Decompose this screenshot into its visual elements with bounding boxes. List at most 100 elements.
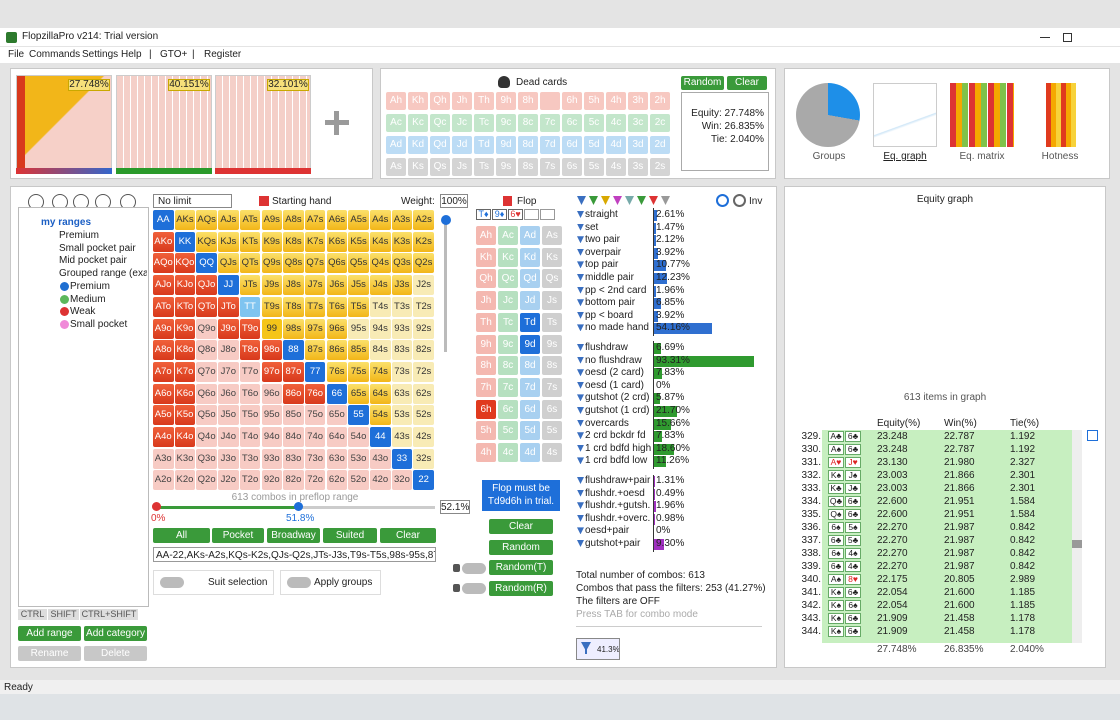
stat-label[interactable]: pp < board: [585, 309, 634, 321]
row-card[interactable]: 6♠: [845, 600, 861, 611]
hand-cell[interactable]: J2s: [413, 275, 434, 296]
row-card[interactable]: 6♣: [845, 587, 861, 598]
hand-cell[interactable]: J7o: [218, 361, 239, 382]
apply-toggle[interactable]: [287, 577, 311, 588]
row-card[interactable]: Q♣: [828, 496, 844, 507]
hand-cell[interactable]: Q8s: [283, 253, 304, 274]
hand-cell[interactable]: AKs: [174, 210, 196, 230]
row-card[interactable]: A♠: [828, 574, 844, 585]
hand-cell[interactable]: 62s: [413, 383, 434, 404]
hand-cell[interactable]: J5o: [218, 405, 239, 426]
row-equity[interactable]: 23.248: [877, 431, 908, 442]
row-card[interactable]: 6♣: [828, 535, 844, 546]
suit-toggle[interactable]: [160, 577, 184, 588]
filter-icon[interactable]: [577, 502, 584, 510]
random-button[interactable]: Random: [681, 76, 724, 90]
flop-card[interactable]: Kd: [520, 247, 540, 267]
row-rank[interactable]: 341.: [801, 587, 821, 598]
random-toggle[interactable]: [462, 563, 486, 574]
filter-icon[interactable]: [577, 514, 584, 522]
row-card[interactable]: 6♣: [845, 613, 861, 624]
hand-cell[interactable]: A7s: [304, 210, 326, 230]
hand-cell[interactable]: AJs: [218, 210, 239, 230]
filter-tab[interactable]: [649, 196, 658, 205]
menu-item[interactable]: GTO+: [160, 49, 188, 60]
dead-card[interactable]: [540, 92, 560, 110]
stat-label[interactable]: set: [585, 221, 599, 233]
row-win[interactable]: 21.866: [944, 483, 975, 494]
row-win[interactable]: 21.987: [944, 548, 975, 559]
dead-card[interactable]: 4s: [606, 158, 626, 176]
row-rank[interactable]: 335.: [801, 509, 821, 520]
hand-cell[interactable]: QJs: [218, 253, 239, 274]
hand-cell[interactable]: T5s: [348, 296, 369, 317]
stat-label[interactable]: overpair: [585, 246, 622, 258]
hand-cell[interactable]: J3o: [218, 448, 239, 469]
hand-cell[interactable]: K6o: [174, 383, 196, 404]
hand-cell[interactable]: T8s: [283, 296, 304, 317]
row-rank[interactable]: 336.: [801, 522, 821, 533]
hand-cell[interactable]: QQ: [196, 253, 217, 274]
row-card[interactable]: K♠: [828, 600, 844, 611]
eq-matrix-thumb[interactable]: [950, 83, 1014, 147]
flop-card[interactable]: 4d: [520, 443, 540, 462]
hand-cell[interactable]: 44: [370, 427, 391, 447]
menu-item[interactable]: Commands: [29, 49, 81, 60]
flop-card[interactable]: 7h: [476, 377, 496, 397]
flop-card[interactable]: 8h: [476, 356, 496, 376]
dead-card[interactable]: 4d: [606, 136, 626, 154]
flop-card[interactable]: Kc: [498, 247, 518, 267]
filter-icon[interactable]: [577, 324, 584, 332]
refresh-icon[interactable]: [716, 194, 729, 207]
dead-card[interactable]: 3s: [628, 158, 648, 176]
hand-cell[interactable]: K7o: [174, 361, 196, 382]
row-tie[interactable]: 2.989: [1010, 574, 1036, 585]
row-card[interactable]: 5♠: [845, 522, 861, 533]
row-win[interactable]: 21.980: [944, 457, 975, 468]
dead-card[interactable]: Kc: [408, 114, 428, 132]
stat-label[interactable]: oesd (1 card): [585, 379, 644, 391]
hand-cell[interactable]: 63o: [326, 448, 348, 469]
dead-card[interactable]: 5s: [584, 158, 604, 176]
range-equity-tag[interactable]: 27.748%: [68, 79, 110, 91]
row-win[interactable]: 21.987: [944, 522, 975, 533]
stat-label[interactable]: flushdraw+pair: [585, 475, 651, 486]
filter-icon[interactable]: [577, 444, 584, 452]
hand-cell[interactable]: JTs: [239, 275, 261, 296]
flop-card[interactable]: Ad: [520, 226, 540, 245]
hand-cell[interactable]: TT: [239, 296, 261, 317]
board-card[interactable]: 6♥: [508, 209, 523, 220]
flop-card[interactable]: 8d: [520, 356, 540, 376]
row-equity[interactable]: 22.054: [877, 587, 908, 598]
dead-card[interactable]: 9c: [496, 114, 516, 132]
row-tie[interactable]: 0.842: [1010, 548, 1036, 559]
stat-label[interactable]: pp < 2nd card: [585, 284, 647, 296]
hand-cell[interactable]: J2o: [218, 470, 239, 491]
stat-label[interactable]: bottom pair: [585, 297, 636, 309]
tree-group[interactable]: Premium: [70, 281, 111, 292]
hand-cell[interactable]: Q7s: [304, 253, 326, 274]
hand-cell[interactable]: A4s: [370, 210, 391, 230]
hand-cell[interactable]: A8o: [153, 340, 174, 361]
dead-card[interactable]: Js: [452, 158, 472, 176]
dead-card[interactable]: 8d: [518, 136, 538, 154]
row-equity[interactable]: 22.270: [877, 561, 908, 572]
row-card[interactable]: 5♣: [845, 535, 861, 546]
row-card[interactable]: 6♣: [828, 561, 844, 572]
filter-icon[interactable]: [577, 311, 584, 319]
flop-card[interactable]: 8c: [498, 356, 518, 376]
row-card[interactable]: K♠: [828, 470, 844, 481]
flop-card[interactable]: Kh: [476, 247, 496, 267]
filter-tab[interactable]: [637, 196, 646, 205]
flop-card[interactable]: Ac: [498, 226, 518, 245]
row-card[interactable]: A♠: [828, 444, 844, 455]
filter-icon[interactable]: [577, 457, 584, 465]
hand-cell[interactable]: 43s: [391, 427, 413, 447]
flop-card[interactable]: 9s: [542, 334, 562, 354]
filter-icon[interactable]: [577, 261, 584, 269]
flop-card[interactable]: 5h: [476, 421, 496, 441]
hand-cell[interactable]: K8o: [174, 340, 196, 361]
filter-icon[interactable]: [577, 419, 584, 427]
tree-group[interactable]: Weak: [70, 306, 96, 318]
row-equity[interactable]: 22.600: [877, 496, 908, 507]
